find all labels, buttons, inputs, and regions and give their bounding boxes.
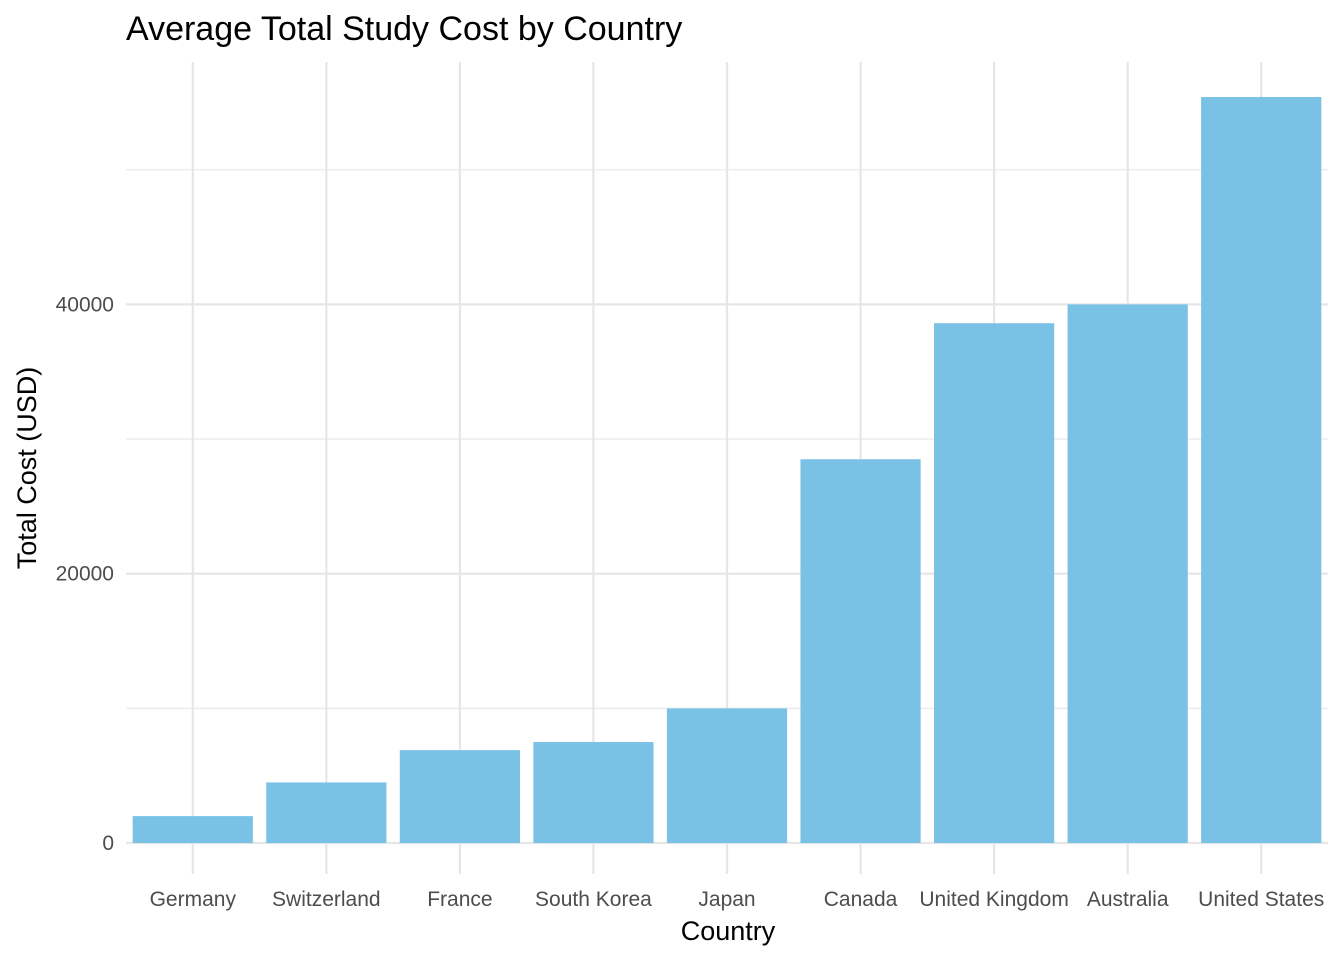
x-tick-label: Germany: [150, 888, 237, 911]
x-tick-label: Switzerland: [272, 888, 381, 911]
bar-canada: [800, 459, 921, 844]
y-tick-label: 40000: [56, 293, 114, 316]
y-axis-title: Total Cost (USD): [12, 367, 42, 570]
bar-switzerland: [266, 782, 387, 844]
chart-title: Average Total Study Cost by Country: [126, 10, 682, 48]
x-tick-label: United Kingdom: [919, 888, 1068, 911]
bars: [132, 97, 1322, 844]
x-tick-label: Australia: [1087, 888, 1169, 911]
x-tick-label: South Korea: [535, 888, 652, 911]
y-axis-ticks: 0 20000 40000: [56, 293, 114, 855]
x-tick-label: Canada: [824, 888, 898, 911]
x-axis-title: Country: [681, 916, 776, 946]
x-tick-label: Japan: [698, 888, 755, 911]
bar-japan: [666, 708, 788, 844]
bar-france: [399, 750, 520, 844]
x-tick-label: United States: [1198, 888, 1324, 911]
y-tick-label: 0: [102, 832, 114, 855]
y-tick-label: 20000: [56, 563, 114, 586]
bar-united-kingdom: [934, 323, 1055, 844]
x-axis-ticks: Germany Switzerland France South Korea Japan…: [150, 888, 1325, 911]
bar-united-states: [1201, 97, 1322, 844]
x-tick-label: France: [427, 888, 492, 911]
bar-south-korea: [533, 742, 654, 844]
bar-germany: [132, 816, 253, 844]
bar-australia: [1067, 304, 1188, 844]
